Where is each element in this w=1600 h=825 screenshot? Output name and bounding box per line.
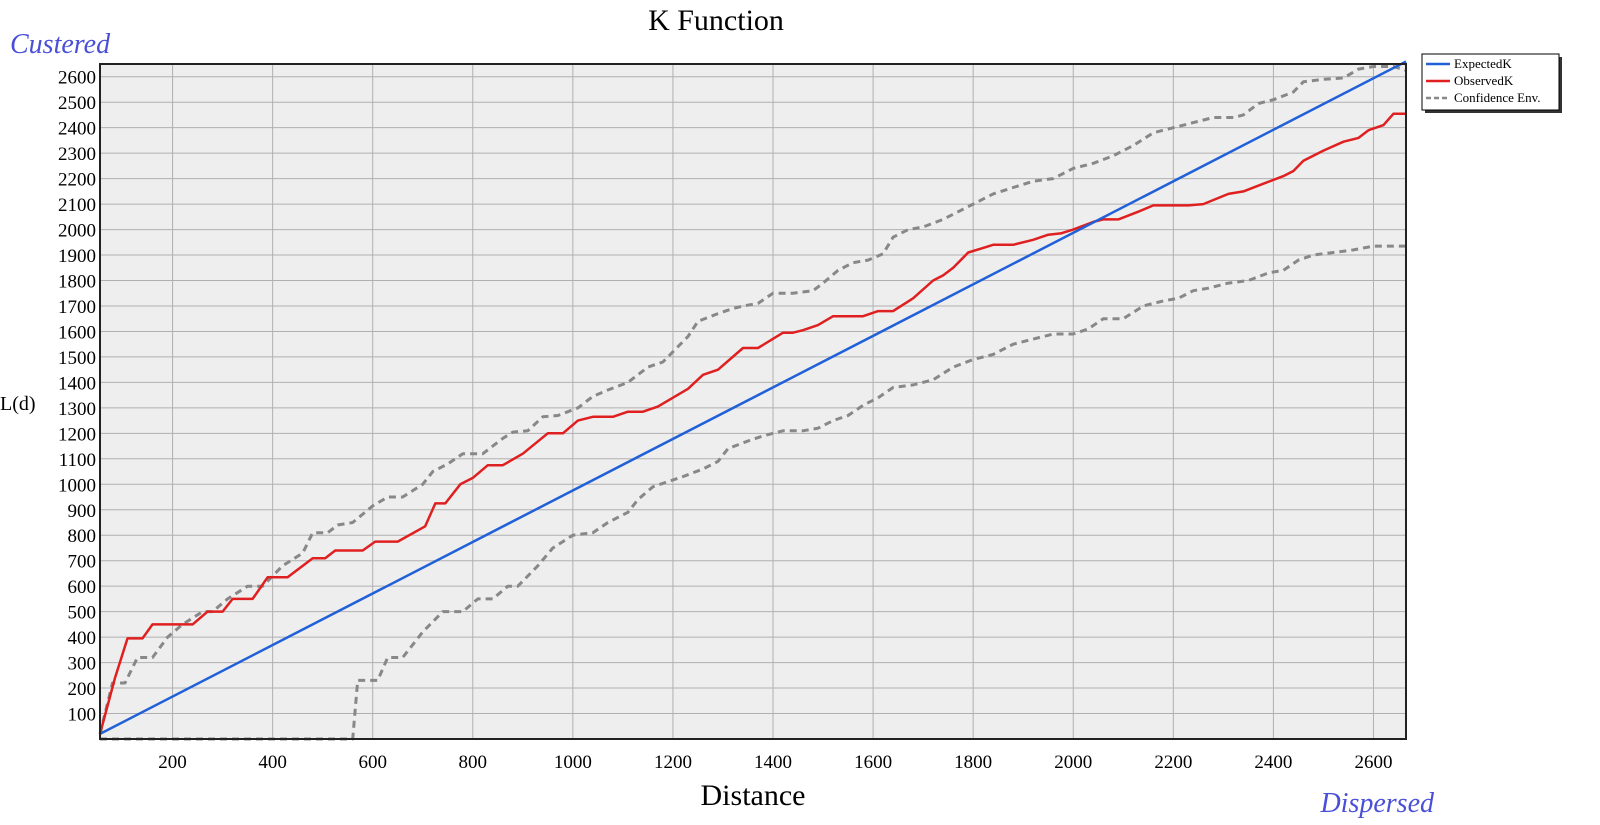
- x-tick-label: 2400: [1254, 752, 1292, 773]
- legend-label: ObservedK: [1454, 73, 1514, 88]
- x-tick-label: 200: [158, 752, 187, 773]
- y-tick-label: 900: [68, 501, 97, 522]
- dispersed-label: Dispersed: [1319, 788, 1435, 819]
- x-tick-label: 2200: [1154, 752, 1192, 773]
- y-tick-label: 100: [68, 705, 97, 726]
- grid-lines: [100, 64, 1406, 739]
- series-line-observedk: [98, 112, 1406, 735]
- y-tick-label: 600: [68, 577, 97, 598]
- series-layer: [98, 60, 1407, 741]
- y-tick-label: 2100: [58, 195, 96, 216]
- x-tick-label: 1200: [654, 752, 692, 773]
- y-tick-label: 2400: [58, 119, 96, 140]
- y-tick-label: 1100: [59, 450, 96, 471]
- y-tick-label: 1800: [58, 272, 96, 293]
- x-tick-label: 800: [459, 752, 488, 773]
- y-tick-label: 1600: [58, 322, 96, 343]
- x-tick-label: 1600: [854, 752, 892, 773]
- x-tick-label: 2600: [1354, 752, 1392, 773]
- x-tick-label: 1800: [954, 752, 992, 773]
- series-line-expectedk: [99, 60, 1407, 736]
- y-tick-labels: 100 200 300 400 500 600 700 800 900 1000 1100 1200 1…: [58, 68, 96, 726]
- y-tick-label: 500: [68, 603, 97, 624]
- y-tick-label: 2600: [58, 68, 96, 89]
- y-tick-label: 300: [68, 654, 97, 675]
- x-axis-label: Distance: [701, 779, 806, 812]
- y-tick-label: 700: [68, 552, 97, 573]
- x-tick-label: 1400: [754, 752, 792, 773]
- y-tick-label: 2000: [58, 221, 96, 242]
- y-tick-label: 400: [68, 628, 97, 649]
- series-line-confidence-env: [98, 65, 1407, 735]
- plot-area: [100, 64, 1406, 739]
- chart-title: K Function: [648, 4, 784, 37]
- series-line-confidence-env: [100, 244, 1406, 741]
- y-tick-label: 200: [68, 679, 97, 700]
- legend-label: Confidence Env.: [1454, 90, 1541, 105]
- y-tick-label: 1700: [58, 297, 96, 318]
- y-tick-label: 1400: [58, 373, 96, 394]
- x-tick-labels: 200 400 600 800 1000 1200 1400 1600 1800 2000 2200…: [158, 752, 1392, 773]
- x-tick-label: 1000: [554, 752, 592, 773]
- y-tick-label: 1500: [58, 348, 96, 369]
- y-tick-label: 2300: [58, 144, 96, 165]
- y-tick-label: 1200: [58, 424, 96, 445]
- y-tick-label: 1300: [58, 399, 96, 420]
- y-tick-label: 2500: [58, 93, 96, 114]
- legend: ExpectedK ObservedK Confidence Env.: [1421, 53, 1562, 113]
- y-tick-label: 1900: [58, 246, 96, 267]
- y-tick-label: 1000: [58, 475, 96, 496]
- legend-label: ExpectedK: [1454, 56, 1512, 71]
- x-tick-label: 600: [358, 752, 387, 773]
- y-axis-label: L(d): [0, 393, 36, 415]
- y-tick-label: 2200: [58, 170, 96, 191]
- clustered-label: Custered: [10, 29, 111, 60]
- plot-border: [99, 63, 1407, 740]
- x-tick-label: 2000: [1054, 752, 1092, 773]
- x-tick-label: 400: [258, 752, 287, 773]
- y-tick-label: 800: [68, 526, 97, 547]
